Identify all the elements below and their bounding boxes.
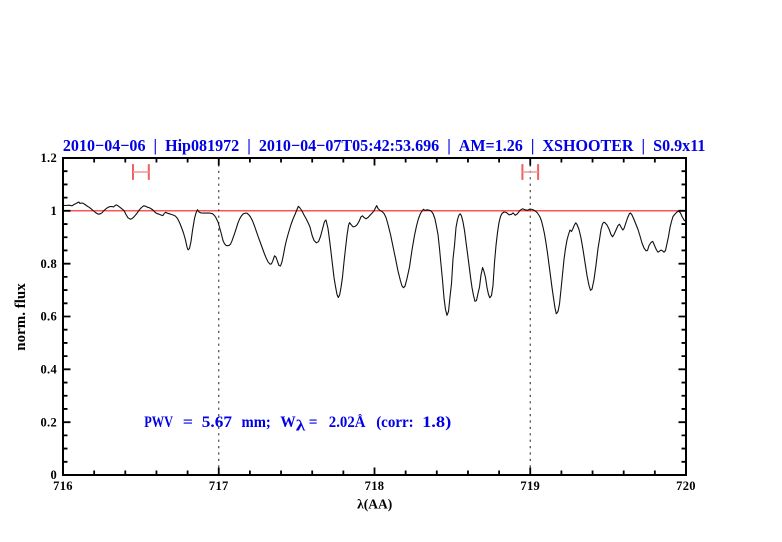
svg-text:λ: λ [296, 418, 306, 435]
svg-text:=: = [309, 414, 318, 431]
svg-text:0.6: 0.6 [40, 310, 57, 324]
svg-text:mm;: mm; [242, 414, 271, 431]
svg-text:PWV: PWV [144, 414, 173, 431]
svg-text:0.2: 0.2 [40, 415, 57, 429]
svg-text:716: 716 [53, 479, 73, 493]
svg-text:(corr:: (corr: [376, 414, 414, 431]
svg-text:=: = [183, 414, 193, 431]
svg-text:720: 720 [676, 479, 696, 493]
svg-text:718: 718 [365, 479, 385, 493]
svg-text:1.8): 1.8) [422, 414, 451, 431]
svg-text:norm. flux: norm. flux [13, 283, 29, 351]
svg-text:0.4: 0.4 [40, 363, 57, 377]
svg-text:1.2: 1.2 [40, 151, 57, 165]
svg-text:717: 717 [209, 479, 229, 493]
svg-text:1: 1 [50, 204, 57, 218]
svg-text:λ(AA): λ(AA) [357, 497, 392, 512]
svg-text:2.02Å: 2.02Å [329, 414, 366, 431]
svg-text:5.67: 5.67 [202, 414, 232, 431]
svg-text:0.8: 0.8 [40, 257, 57, 271]
svg-text:2010−04−06 | Hip081972 | 2: 2010−04−06 | Hip081972 | 2010−04−07T05:4… [63, 136, 706, 155]
svg-text:W: W [280, 414, 296, 431]
svg-text:719: 719 [520, 479, 540, 493]
svg-text:0: 0 [50, 468, 57, 482]
